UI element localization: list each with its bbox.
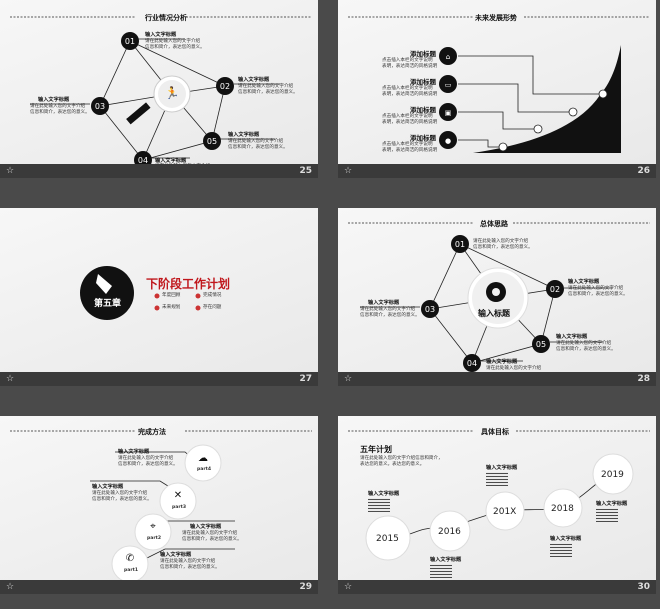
chat-icon: ● <box>445 137 451 145</box>
star-icon[interactable]: ☆ <box>6 582 15 592</box>
slide-27[interactable]: 第五章 下阶段工作计划 年度回顾 完成情况 未来规划 存在问题 ☆ 27 <box>0 208 318 386</box>
slide-title: 总体思路 <box>480 220 508 228</box>
tools-icon: ✕ <box>174 490 182 501</box>
star-icon[interactable]: ☆ <box>344 166 353 176</box>
slide-title: 未来发展形势 <box>475 14 517 22</box>
slide-title: 具体目标 <box>481 428 509 436</box>
slide-footer: ☆ 28 <box>338 372 656 386</box>
growth-chart: ⌂ ▭ ▣ ● <box>348 16 650 153</box>
year-2015: 2015 <box>376 534 399 544</box>
page-number: 28 <box>637 374 650 384</box>
year-2016: 2016 <box>438 527 461 537</box>
label-title: 输入文字标题 <box>145 32 177 38</box>
slide-30[interactable]: 具体目标 五年计划 请在此处输入您的文字介绍信息和简介， 表达您的意义。表达您的… <box>338 416 656 594</box>
lock-icon: ▣ <box>445 109 452 117</box>
year-2018: 2018 <box>551 504 574 514</box>
slide-footer: ☆ 30 <box>338 580 656 594</box>
slide-footer: ☆ 29 <box>0 580 318 594</box>
phone-icon: ✆ <box>126 553 134 564</box>
svg-text:🏃: 🏃 <box>165 86 180 100</box>
monitor-icon: ▭ <box>445 81 452 89</box>
slide-title: 完成方法 <box>138 428 166 436</box>
center-title: 输入标题 <box>478 309 510 318</box>
plan-subtitle: 五年计划 <box>360 445 392 454</box>
year-201x: 201X <box>493 507 517 517</box>
home-icon: ⌂ <box>446 53 450 61</box>
chapter-label: 第五章 <box>94 299 122 309</box>
pen-icon <box>96 274 112 294</box>
cloud-icon: ☁ <box>198 453 208 464</box>
star-icon[interactable]: ☆ <box>344 374 353 384</box>
slide-title: 行业情况分析 <box>145 14 187 22</box>
slide-footer: ☆ 26 <box>338 164 656 178</box>
page-number: 29 <box>299 582 312 592</box>
star-icon[interactable]: ☆ <box>6 166 15 176</box>
slide-29[interactable]: ☁ ✕ ⌖ ✆ 完成方法 part4 part3 part2 part1 输入文… <box>0 416 318 594</box>
year-2019: 2019 <box>601 470 624 480</box>
star-icon[interactable]: ☆ <box>6 374 15 384</box>
location-icon: ⌖ <box>150 521 156 532</box>
network-diagram: 🏃 <box>10 16 312 161</box>
section-heading: 下阶段工作计划 <box>146 277 231 291</box>
slide-26[interactable]: ⌂ ▭ ▣ ● 未来发展形势 添加标题 点击插入本栏的文字说明 表明，表达简洁的… <box>338 0 656 178</box>
slide-28[interactable]: 总体思路 输入标题 01 02 03 04 05 请在此处输入您的文字介绍 信息… <box>338 208 656 386</box>
slide-footer: ☆ 25 <box>0 164 318 178</box>
page-number: 25 <box>299 166 312 176</box>
slide-25[interactable]: 🏃 行业情况分析 01 02 03 04 05 输入文字标题 请在此处输入您的文… <box>0 0 318 178</box>
page-number: 30 <box>637 582 650 592</box>
slide-footer: ☆ 27 <box>0 372 318 386</box>
star-icon[interactable]: ☆ <box>344 582 353 592</box>
page-number: 26 <box>637 166 650 176</box>
page-number: 27 <box>299 374 312 384</box>
